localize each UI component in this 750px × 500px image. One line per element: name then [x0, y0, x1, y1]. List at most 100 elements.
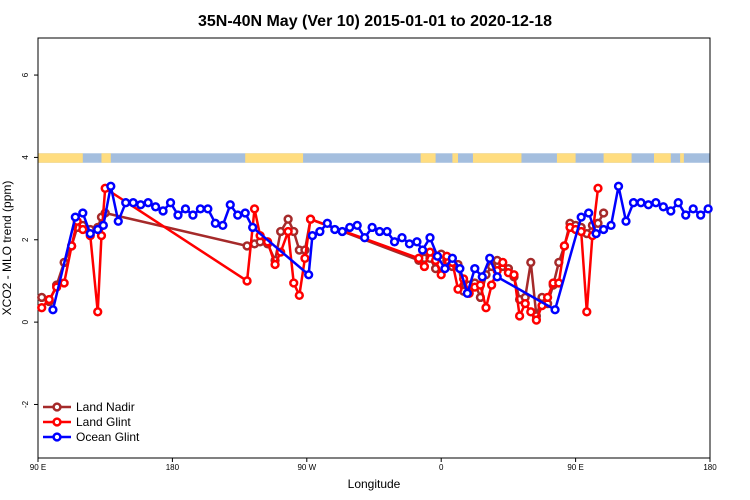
y-axis: -2 0 2 4 6	[21, 72, 38, 408]
data-point-ocean-glint	[584, 208, 594, 218]
y-tick-label: -2	[21, 400, 30, 408]
data-point-ocean-glint	[643, 200, 654, 210]
y-tick-label: 4	[21, 155, 30, 160]
data-point-ocean-glint	[113, 216, 123, 226]
x-tick-label: 90 W	[297, 463, 316, 472]
land-segment	[420, 153, 436, 163]
data-point-ocean-glint	[248, 222, 258, 233]
data-point-ocean-glint	[233, 210, 243, 220]
x-tick-label: 0	[439, 463, 444, 472]
data-point-ocean-glint	[576, 212, 586, 222]
series-land-glint	[37, 183, 603, 325]
data-point-ocean-glint	[98, 220, 108, 231]
data-point-land-glint	[249, 204, 260, 214]
data-point-ocean-glint	[477, 272, 487, 282]
series-group	[37, 181, 713, 325]
land-segment	[556, 153, 576, 163]
x-axis-label: Longitude	[348, 477, 401, 491]
data-point-ocean-glint	[666, 206, 676, 216]
data-point-land-glint	[425, 247, 435, 257]
land-segment	[680, 153, 684, 163]
data-point-land-glint	[59, 278, 69, 288]
data-point-ocean-glint	[70, 212, 80, 222]
data-point-ocean-glint	[240, 208, 250, 218]
series-ocean-glint	[48, 181, 713, 315]
data-point-land-glint	[414, 253, 424, 263]
data-point-land-glint	[481, 303, 491, 313]
data-point-ocean-glint	[85, 228, 95, 239]
data-point-ocean-glint	[598, 224, 609, 235]
data-point-land-glint	[242, 276, 252, 286]
data-point-ocean-glint	[412, 237, 422, 247]
data-point-land-glint	[593, 183, 603, 193]
data-point-ocean-glint	[225, 200, 235, 210]
data-point-ocean-glint	[374, 226, 385, 237]
data-point-land-glint	[78, 224, 88, 235]
data-point-ocean-glint	[651, 198, 661, 208]
data-point-ocean-glint	[158, 206, 168, 216]
data-point-land-glint	[498, 257, 508, 268]
data-point-land-glint	[37, 303, 47, 313]
data-point-ocean-glint	[304, 270, 314, 280]
data-point-ocean-glint	[462, 288, 472, 298]
data-point-land-glint	[542, 292, 553, 303]
data-point-ocean-glint	[703, 204, 713, 214]
legend-label-land-nadir: Land Nadir	[76, 400, 135, 414]
data-point-ocean-glint	[143, 198, 153, 208]
data-point-ocean-glint	[550, 305, 560, 315]
data-point-ocean-glint	[681, 210, 691, 220]
data-point-land-glint	[283, 226, 293, 237]
data-point-ocean-glint	[447, 253, 458, 263]
x-tick-label: 90 E	[567, 463, 583, 472]
data-point-ocean-glint	[470, 263, 480, 274]
data-point-ocean-glint	[128, 198, 138, 208]
data-point-ocean-glint	[621, 216, 631, 226]
chart-title: 35N-40N May (Ver 10) 2015-01-01 to 2020-…	[198, 13, 552, 30]
data-point-ocean-glint	[389, 237, 400, 247]
x-tick-label: 180	[166, 463, 180, 472]
data-point-ocean-glint	[48, 305, 58, 315]
data-point-ocean-glint	[696, 210, 706, 220]
data-point-ocean-glint	[195, 204, 206, 214]
data-point-ocean-glint	[218, 220, 228, 231]
data-point-land-glint	[514, 311, 525, 321]
data-point-ocean-glint	[417, 245, 428, 255]
data-point-ocean-glint	[425, 233, 435, 243]
data-point-land-glint	[270, 259, 280, 270]
data-point-land-glint	[300, 253, 310, 263]
data-point-land-nadir	[526, 257, 536, 268]
y-axis-label: XCO2 - MLO trend (ppm)	[0, 181, 14, 316]
x-axis: 90 E 180 90 W 0 90 E 180	[30, 458, 717, 472]
series-line-land-glint	[40, 186, 600, 323]
data-point-land-glint	[289, 278, 299, 288]
data-point-ocean-glint	[628, 198, 639, 208]
data-point-ocean-glint	[322, 218, 332, 228]
data-point-ocean-glint	[352, 220, 362, 231]
data-point-land-nadir	[283, 214, 293, 224]
data-point-land-glint	[520, 298, 530, 309]
land-segment	[101, 153, 111, 163]
data-point-ocean-glint	[180, 204, 191, 214]
x-tick-label: 180	[703, 463, 717, 472]
data-point-ocean-glint	[397, 233, 407, 243]
ocean-band	[38, 153, 710, 163]
data-point-ocean-glint	[78, 208, 88, 218]
data-point-ocean-glint	[106, 181, 116, 191]
data-point-ocean-glint	[492, 272, 502, 282]
data-point-ocean-glint	[658, 202, 668, 212]
data-point-land-glint	[436, 270, 446, 280]
data-point-ocean-glint	[455, 263, 465, 274]
data-point-ocean-glint	[121, 198, 131, 208]
data-point-ocean-glint	[345, 222, 355, 233]
plot-frame	[37, 37, 711, 459]
data-point-land-glint	[486, 280, 497, 290]
data-point-land-nadir	[276, 226, 286, 237]
data-point-land-glint	[419, 261, 430, 272]
legend-marker-land-glint	[52, 417, 62, 427]
land-segment	[245, 153, 304, 163]
legend-marker-ocean-glint	[52, 432, 62, 442]
data-point-ocean-glint	[360, 233, 370, 243]
data-point-ocean-glint	[606, 220, 616, 231]
